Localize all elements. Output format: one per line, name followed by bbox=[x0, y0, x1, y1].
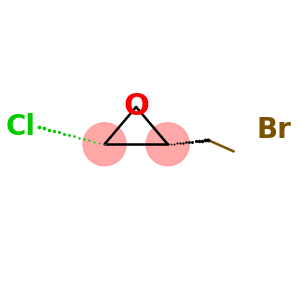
Text: Cl: Cl bbox=[6, 113, 36, 141]
Circle shape bbox=[146, 123, 189, 166]
Text: Br: Br bbox=[256, 116, 292, 144]
Circle shape bbox=[83, 123, 126, 166]
Text: O: O bbox=[123, 92, 149, 122]
